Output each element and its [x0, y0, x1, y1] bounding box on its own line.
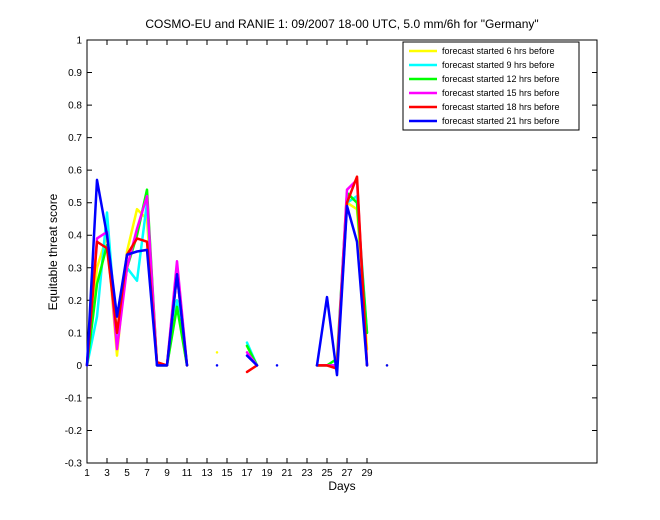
- x-tick-label: 21: [281, 468, 293, 479]
- legend-label: forecast started 21 hrs before: [442, 116, 560, 126]
- x-tick-label: 29: [361, 468, 373, 479]
- x-tick-label: 1: [84, 468, 90, 479]
- x-tick-label: 13: [201, 468, 213, 479]
- y-tick-label: 0.4: [68, 231, 82, 242]
- y-tick-label: 0.6: [68, 166, 82, 177]
- y-tick-label: -0.3: [65, 459, 83, 470]
- x-tick-label: 23: [301, 468, 313, 479]
- y-tick-label: 0.5: [68, 198, 82, 209]
- y-tick-label: 1: [76, 36, 82, 47]
- chart-title: COSMO-EU and RANIE 1: 09/2007 18-00 UTC,…: [145, 17, 538, 31]
- legend-label: forecast started 12 hrs before: [442, 74, 560, 84]
- legend-label: forecast started 18 hrs before: [442, 102, 560, 112]
- x-tick-label: 5: [124, 468, 130, 479]
- legend-label: forecast started 9 hrs before: [442, 60, 555, 70]
- x-tick-label: 7: [144, 468, 150, 479]
- x-tick-label: 17: [241, 468, 253, 479]
- y-tick-label: -0.1: [65, 393, 83, 404]
- y-tick-label: 0: [76, 361, 82, 372]
- legend-label: forecast started 6 hrs before: [442, 46, 555, 56]
- x-tick-label: 19: [261, 468, 273, 479]
- legend-label: forecast started 15 hrs before: [442, 88, 560, 98]
- y-tick-label: -0.2: [65, 426, 83, 437]
- x-tick-label: 11: [182, 468, 193, 479]
- y-tick-label: 0.2: [68, 296, 82, 307]
- y-tick-label: 0.7: [68, 133, 82, 144]
- y-tick-label: 0.9: [68, 68, 82, 79]
- y-tick-label: 0.3: [68, 263, 82, 274]
- x-tick-label: 27: [341, 468, 353, 479]
- legend-box: [402, 41, 580, 131]
- y-tick-label: 0.8: [68, 101, 82, 112]
- series-line: [85, 178, 389, 377]
- x-tick-label: 3: [104, 468, 110, 479]
- x-axis-label: Days: [328, 479, 355, 493]
- x-tick-label: 15: [221, 468, 233, 479]
- y-tick-label: 0.1: [68, 328, 82, 339]
- x-tick-label: 9: [164, 468, 170, 479]
- x-tick-label: 25: [321, 468, 333, 479]
- y-axis-label: Equitable threat score: [46, 193, 60, 310]
